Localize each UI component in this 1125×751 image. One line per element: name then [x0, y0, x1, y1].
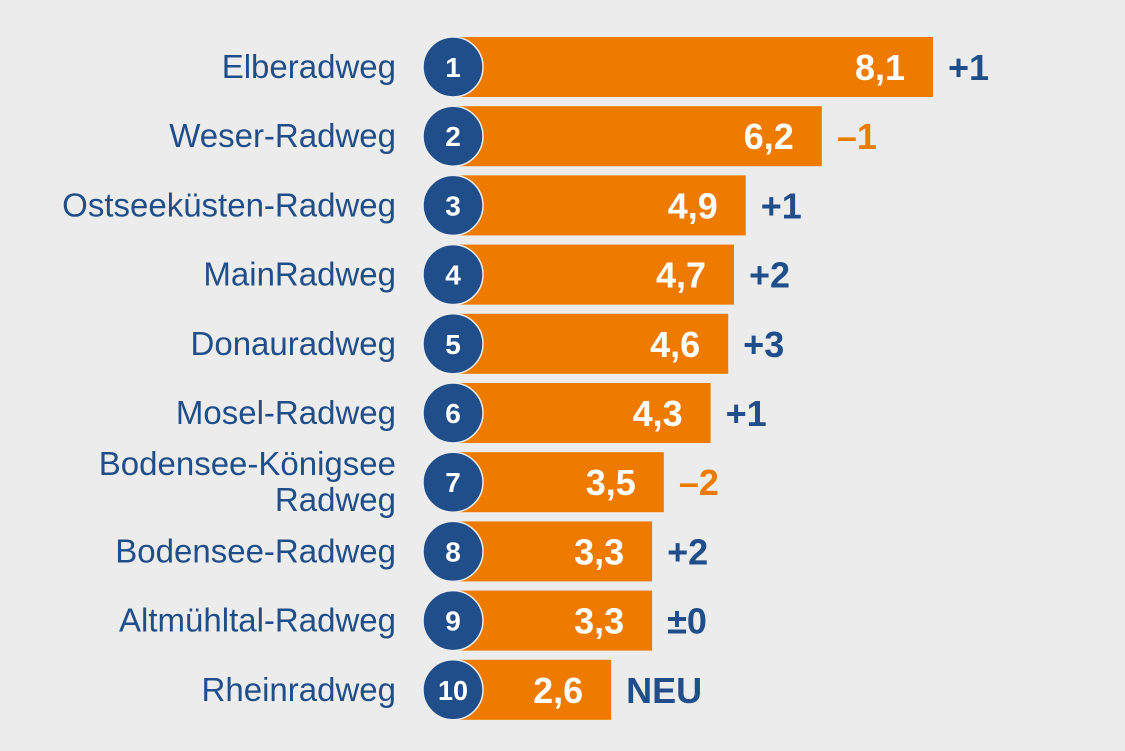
rank-badge	[422, 243, 484, 306]
bar	[459, 383, 711, 443]
value-label: 6,2	[744, 116, 794, 157]
change-label: NEU	[626, 670, 702, 711]
category-label: Radweg	[275, 481, 396, 518]
category-label: Weser-Radweg	[169, 117, 396, 154]
category-label: Donauradweg	[191, 325, 396, 362]
bar	[459, 521, 653, 582]
rank-badge	[422, 313, 484, 375]
change-label: +1	[761, 185, 802, 226]
category-label: Mosel-Radweg	[176, 394, 396, 431]
bar	[459, 244, 735, 305]
bar	[459, 590, 653, 651]
rank-label: 8	[445, 536, 461, 567]
value-label: 2,6	[533, 670, 583, 711]
category-label: Altmühltal-Radweg	[119, 602, 396, 639]
change-label: ±0	[667, 601, 707, 642]
category-label: Ostseeküsten-Radweg	[62, 186, 396, 223]
value-label: 4,6	[650, 324, 700, 365]
value-label: 3,3	[574, 531, 624, 572]
value-label: 4,3	[633, 393, 683, 434]
category-label: MainRadweg	[203, 256, 396, 293]
rank-badge	[422, 105, 484, 167]
change-label: +3	[743, 324, 784, 365]
bar	[459, 37, 933, 97]
category-label: Bodensee-Königsee	[99, 445, 396, 482]
value-label: 3,5	[586, 462, 636, 503]
bar	[459, 106, 822, 167]
bar	[459, 175, 746, 236]
bar	[459, 452, 664, 513]
category-label: Rheinradweg	[202, 671, 396, 708]
rank-badge	[422, 659, 484, 721]
rank-label: 9	[445, 606, 461, 637]
change-label: +1	[948, 47, 989, 88]
value-label: 4,7	[656, 255, 706, 296]
rank-label: 4	[445, 260, 461, 291]
value-label: 8,1	[855, 47, 905, 88]
rank-label: 7	[445, 467, 461, 498]
rank-badge	[422, 174, 484, 237]
rank-badge	[422, 451, 484, 513]
category-label: Bodensee-Radweg	[115, 532, 396, 569]
change-label: +2	[667, 531, 708, 572]
rank-badge	[422, 36, 484, 98]
rank-badge	[422, 589, 484, 652]
rank-label: 6	[445, 398, 461, 429]
value-label: 3,3	[574, 601, 624, 642]
change-label: –2	[679, 462, 719, 503]
bar	[459, 313, 729, 374]
change-label: –1	[837, 116, 877, 157]
value-label: 4,9	[668, 185, 718, 226]
rank-label: 10	[438, 675, 468, 706]
category-label: Elberadweg	[222, 48, 396, 85]
rank-label: 3	[445, 190, 461, 221]
rank-label: 2	[445, 121, 461, 152]
rank-badge	[422, 520, 484, 583]
change-label: +2	[749, 255, 790, 296]
bar	[459, 659, 612, 720]
change-label: +1	[726, 393, 767, 434]
rank-badge	[422, 382, 484, 444]
rank-label: 5	[445, 329, 461, 360]
rank-label: 1	[445, 52, 461, 83]
